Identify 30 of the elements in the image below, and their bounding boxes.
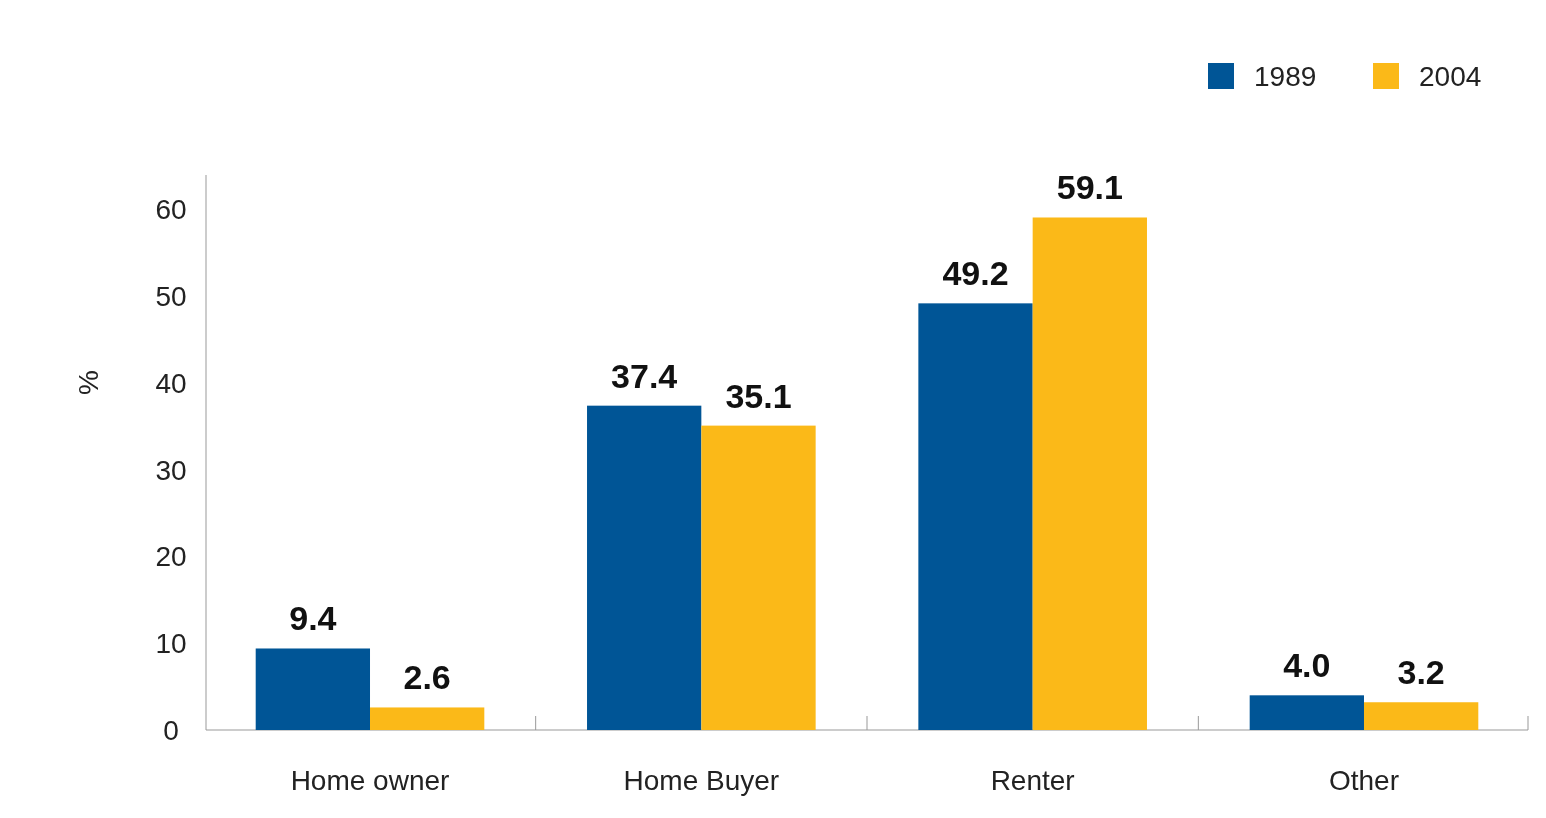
x-tick-label: Home owner (290, 765, 450, 796)
data-label: 2.6 (403, 658, 451, 697)
y-tick-label: 10 (155, 628, 187, 660)
bar (255, 648, 371, 730)
bar (370, 707, 485, 730)
data-label: 37.4 (611, 356, 678, 395)
bar (1363, 702, 1479, 730)
y-tick-label: 40 (155, 367, 187, 399)
y-tick-label: 60 (155, 194, 187, 226)
bar (918, 303, 1033, 730)
y-tick-label: 30 (155, 454, 187, 486)
data-label: 59.1 (1056, 168, 1123, 207)
y-tick-label: 20 (155, 541, 187, 573)
data-label: 3.2 (1397, 653, 1445, 692)
bar (587, 405, 702, 730)
y-tick-label: 0 (163, 714, 179, 746)
bar (701, 425, 816, 730)
y-tick-label: 50 (155, 281, 187, 313)
data-label: 4.0 (1283, 646, 1331, 685)
bar (1249, 695, 1364, 730)
data-label: 49.2 (942, 254, 1009, 293)
legend-label: 2004 (1419, 60, 1482, 92)
data-label: 35.1 (725, 376, 792, 415)
x-tick-label: Home Buyer (623, 765, 780, 796)
x-tick-label: Other (1328, 765, 1400, 796)
x-tick-label: Renter (990, 765, 1075, 796)
bar (1032, 217, 1147, 730)
legend-label: 1989 (1254, 60, 1317, 92)
y-axis-title: % (72, 370, 104, 395)
data-label: 9.4 (289, 599, 337, 638)
